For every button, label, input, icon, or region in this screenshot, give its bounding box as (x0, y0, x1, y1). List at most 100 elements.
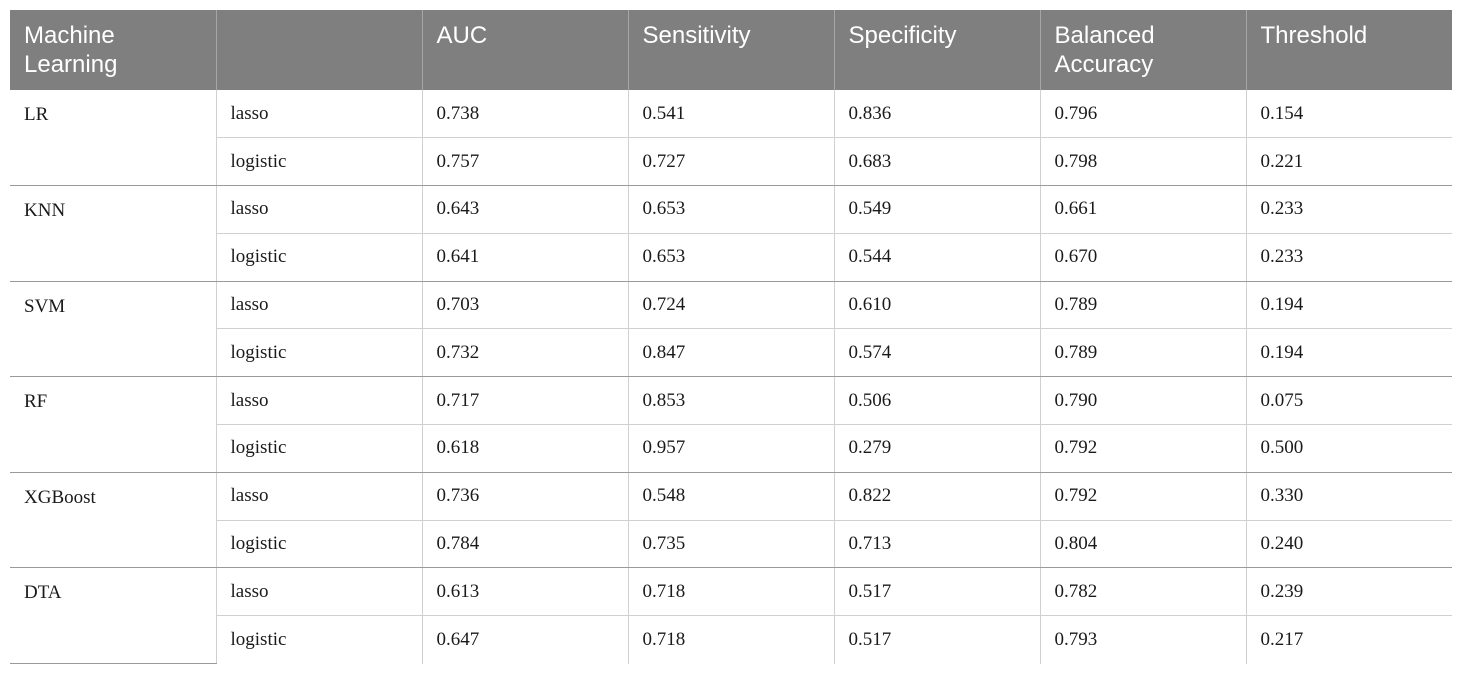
auc-cell: 0.613 (421, 567, 628, 617)
table-row: logistic 0.784 0.735 0.713 0.804 0.240 (10, 520, 1452, 569)
threshold-cell: 0.233 (1245, 233, 1452, 282)
threshold-cell: 0.330 (1245, 472, 1452, 521)
threshold-cell: 0.233 (1245, 185, 1452, 234)
auc-cell: 0.618 (421, 424, 628, 473)
auc-cell: 0.641 (421, 233, 628, 282)
specificity-cell: 0.574 (833, 328, 1040, 378)
balanced-accuracy-cell: 0.798 (1039, 137, 1246, 187)
balanced-accuracy-cell: 0.661 (1039, 185, 1246, 234)
sensitivity-cell: 0.727 (627, 137, 834, 187)
header-balanced-accuracy: Balanced Accuracy (1039, 10, 1246, 90)
method-cell: lasso (215, 567, 422, 617)
table-row: logistic 0.757 0.727 0.683 0.798 0.221 (10, 137, 1452, 187)
table-row: DTA lasso 0.613 0.718 0.517 0.782 0.239 (10, 567, 1452, 665)
header-threshold: Threshold (1245, 10, 1452, 90)
sensitivity-cell: 0.718 (627, 567, 834, 617)
auc-cell: 0.647 (421, 615, 628, 664)
sensitivity-cell: 0.853 (627, 376, 834, 426)
threshold-cell: 0.194 (1245, 328, 1452, 378)
sensitivity-cell: 0.653 (627, 233, 834, 282)
balanced-accuracy-cell: 0.789 (1039, 281, 1246, 330)
header-sensitivity: Sensitivity (627, 10, 834, 90)
auc-cell: 0.703 (421, 281, 628, 330)
balanced-accuracy-cell: 0.793 (1039, 615, 1246, 664)
sensitivity-cell: 0.541 (627, 90, 834, 139)
balanced-accuracy-cell: 0.790 (1039, 376, 1246, 426)
balanced-accuracy-cell: 0.804 (1039, 520, 1246, 569)
specificity-cell: 0.836 (833, 90, 1040, 139)
threshold-cell: 0.194 (1245, 281, 1452, 330)
threshold-cell: 0.500 (1245, 424, 1452, 473)
header-specificity: Specificity (833, 10, 1040, 90)
auc-cell: 0.643 (421, 185, 628, 234)
table-row: logistic 0.732 0.847 0.574 0.789 0.194 (10, 328, 1452, 378)
results-table: Machine Learning AUC Sensitivity Specific… (10, 10, 1452, 665)
table-row: RF lasso 0.717 0.853 0.506 0.790 0.075 (10, 376, 1452, 473)
sensitivity-cell: 0.718 (627, 615, 834, 664)
specificity-cell: 0.279 (833, 424, 1040, 473)
sensitivity-cell: 0.957 (627, 424, 834, 473)
threshold-cell: 0.217 (1245, 615, 1452, 664)
model-name: XGBoost (10, 472, 216, 569)
method-cell: logistic (215, 615, 422, 664)
sensitivity-cell: 0.653 (627, 185, 834, 234)
table-row: logistic 0.618 0.957 0.279 0.792 0.500 (10, 424, 1452, 473)
method-cell: lasso (215, 185, 422, 234)
table-header: Machine Learning AUC Sensitivity Specific… (10, 10, 1452, 90)
auc-cell: 0.738 (421, 90, 628, 139)
auc-cell: 0.736 (421, 472, 628, 521)
balanced-accuracy-cell: 0.796 (1039, 90, 1246, 139)
method-cell: lasso (215, 472, 422, 521)
balanced-accuracy-cell: 0.789 (1039, 328, 1246, 378)
balanced-accuracy-cell: 0.670 (1039, 233, 1246, 282)
header-auc: AUC (421, 10, 628, 90)
model-name: KNN (10, 185, 216, 282)
balanced-accuracy-cell: 0.782 (1039, 567, 1246, 617)
method-cell: lasso (215, 376, 422, 426)
specificity-cell: 0.683 (833, 137, 1040, 187)
table-body: LR lasso 0.738 0.541 0.836 0.796 0.154 l… (10, 90, 1452, 665)
model-name: SVM (10, 281, 216, 378)
model-name: DTA (10, 567, 216, 665)
method-cell: logistic (215, 328, 422, 378)
specificity-cell: 0.822 (833, 472, 1040, 521)
specificity-cell: 0.549 (833, 185, 1040, 234)
threshold-cell: 0.240 (1245, 520, 1452, 569)
model-name: RF (10, 376, 216, 473)
header-method (215, 10, 422, 90)
auc-cell: 0.717 (421, 376, 628, 426)
balanced-accuracy-cell: 0.792 (1039, 472, 1246, 521)
sensitivity-cell: 0.735 (627, 520, 834, 569)
table-row: logistic 0.641 0.653 0.544 0.670 0.233 (10, 233, 1452, 282)
method-cell: logistic (215, 233, 422, 282)
header-machine-learning: Machine Learning (10, 10, 216, 90)
method-cell: lasso (215, 281, 422, 330)
sensitivity-cell: 0.847 (627, 328, 834, 378)
threshold-cell: 0.239 (1245, 567, 1452, 617)
header-row: Machine Learning AUC Sensitivity Specific… (10, 10, 1452, 90)
table-row: XGBoost lasso 0.736 0.548 0.822 0.792 0.… (10, 472, 1452, 569)
table-row: KNN lasso 0.643 0.653 0.549 0.661 0.233 (10, 185, 1452, 282)
table-row: logistic 0.647 0.718 0.517 0.793 0.217 (10, 615, 1452, 664)
specificity-cell: 0.544 (833, 233, 1040, 282)
auc-cell: 0.784 (421, 520, 628, 569)
method-cell: logistic (215, 424, 422, 473)
sensitivity-cell: 0.724 (627, 281, 834, 330)
method-cell: logistic (215, 137, 422, 187)
balanced-accuracy-cell: 0.792 (1039, 424, 1246, 473)
table-row: SVM lasso 0.703 0.724 0.610 0.789 0.194 (10, 281, 1452, 378)
specificity-cell: 0.517 (833, 567, 1040, 617)
specificity-cell: 0.506 (833, 376, 1040, 426)
auc-cell: 0.732 (421, 328, 628, 378)
auc-cell: 0.757 (421, 137, 628, 187)
specificity-cell: 0.517 (833, 615, 1040, 664)
method-cell: lasso (215, 90, 422, 139)
threshold-cell: 0.221 (1245, 137, 1452, 187)
specificity-cell: 0.610 (833, 281, 1040, 330)
threshold-cell: 0.154 (1245, 90, 1452, 139)
sensitivity-cell: 0.548 (627, 472, 834, 521)
specificity-cell: 0.713 (833, 520, 1040, 569)
table-row: LR lasso 0.738 0.541 0.836 0.796 0.154 (10, 90, 1452, 187)
method-cell: logistic (215, 520, 422, 569)
threshold-cell: 0.075 (1245, 376, 1452, 426)
